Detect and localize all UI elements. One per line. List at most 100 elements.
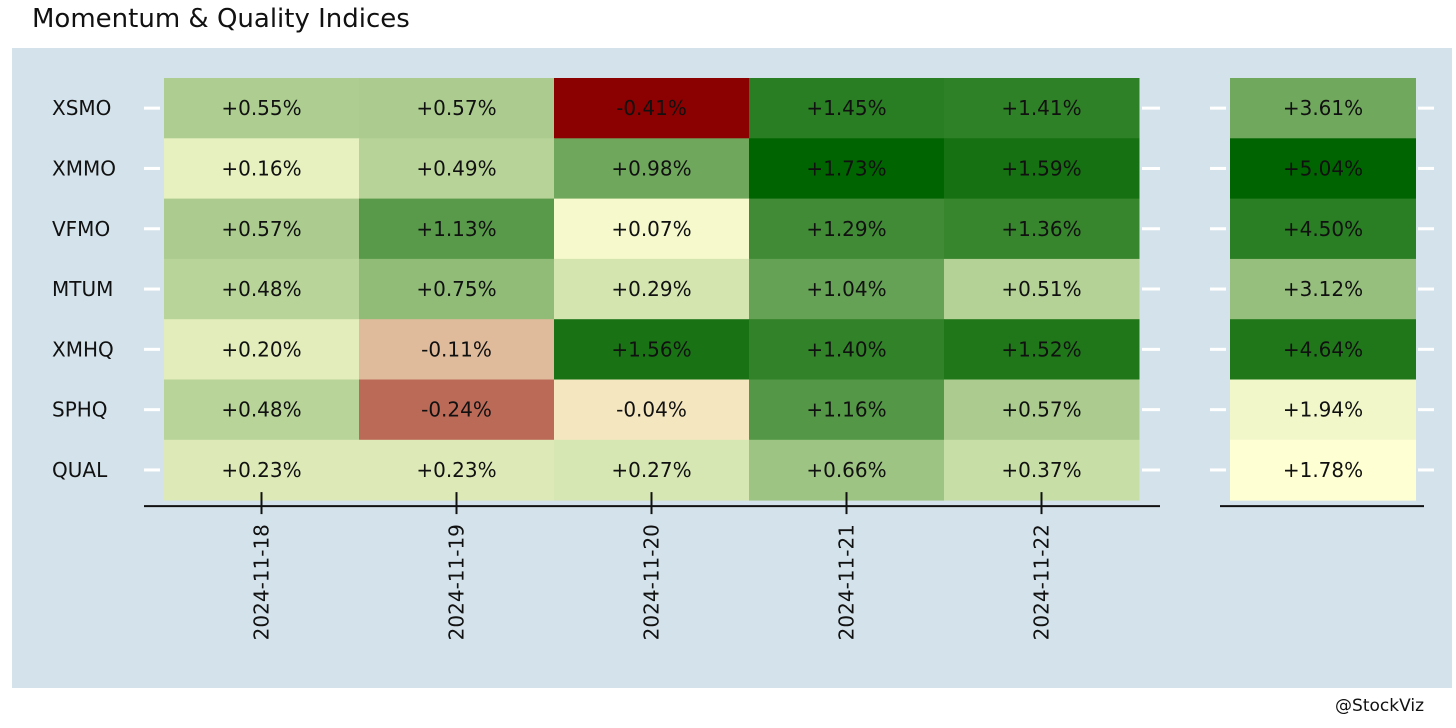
cell-label: +1.29% (806, 217, 886, 241)
row-label: XMHQ (52, 337, 114, 361)
cell-label: +1.59% (1001, 156, 1081, 180)
heatmap-cell (944, 198, 1140, 260)
total-label: +4.50% (1283, 217, 1363, 241)
heatmap-cell (749, 258, 945, 320)
heatmap-cell (749, 439, 945, 501)
cell-label: +0.57% (416, 96, 496, 120)
cell-label: +0.98% (611, 156, 691, 180)
cell-label: +0.49% (416, 156, 496, 180)
heatmap-cell (164, 379, 360, 441)
cell-label: +1.16% (806, 398, 886, 422)
heatmap-cell (554, 319, 750, 380)
heatmap-cell (164, 319, 360, 380)
heatmap-cell (749, 138, 945, 200)
cell-label: +1.41% (1001, 96, 1081, 120)
cell-label: +1.52% (1001, 337, 1081, 361)
heatmap-cell (944, 138, 1140, 200)
cell-label: +0.48% (221, 398, 301, 422)
total-label: +5.04% (1283, 156, 1363, 180)
row-label: MTUM (52, 277, 113, 301)
total-cell (1230, 198, 1416, 260)
cell-label: +0.29% (611, 277, 691, 301)
cell-label: +0.20% (221, 337, 301, 361)
total-label: +4.64% (1283, 337, 1363, 361)
row-label: QUAL (52, 458, 108, 482)
cell-label: -0.11% (421, 337, 492, 361)
cell-label: +1.73% (806, 156, 886, 180)
total-label: +3.61% (1283, 96, 1363, 120)
heatmap-cell (554, 439, 750, 501)
cell-label: +0.07% (611, 217, 691, 241)
cell-label: +1.04% (806, 277, 886, 301)
cell-label: +0.57% (221, 217, 301, 241)
cell-label: +0.51% (1001, 277, 1081, 301)
heatmap-cell (359, 379, 555, 441)
heatmap-cell (944, 439, 1140, 501)
x-tick-label: 2024-11-20 (640, 524, 664, 640)
cell-label: +0.23% (221, 458, 301, 482)
total-label: +1.78% (1283, 458, 1363, 482)
cell-label: +0.75% (416, 277, 496, 301)
cell-label: +0.48% (221, 277, 301, 301)
row-label: VFMO (52, 217, 110, 241)
x-tick-label: 2024-11-19 (445, 524, 469, 640)
total-cell (1230, 439, 1416, 501)
cell-label: -0.04% (616, 398, 687, 422)
row-label: SPHQ (52, 398, 108, 422)
cell-label: +1.45% (806, 96, 886, 120)
heatmap-cell (554, 78, 750, 139)
heatmap-cell (164, 439, 360, 501)
cell-label: +0.57% (1001, 398, 1081, 422)
heatmap-cell (554, 138, 750, 200)
cell-label: -0.24% (421, 398, 492, 422)
cell-label: +0.37% (1001, 458, 1081, 482)
heatmap-chart: +0.55% +0.57% -0.41% +1.45% +1.41% +0.16% +0.4… (12, 48, 1452, 688)
heatmap-svg: +0.55% +0.57% -0.41% +1.45% +1.41% +0.16% +0.4… (12, 48, 1452, 688)
total-label: +1.94% (1283, 398, 1363, 422)
heatmap-cell (554, 258, 750, 320)
heatmap-cell (164, 138, 360, 200)
heatmap-cell (164, 258, 360, 320)
x-tick-label: 2024-11-22 (1030, 524, 1054, 640)
heatmap-cell (359, 198, 555, 260)
heatmap-cell (554, 198, 750, 260)
cell-label: +1.13% (416, 217, 496, 241)
heatmap-cell (749, 379, 945, 441)
heatmap-cell (359, 78, 555, 139)
heatmap-cell (944, 319, 1140, 380)
x-tick-label: 2024-11-21 (835, 524, 859, 640)
heatmap-cell (359, 258, 555, 320)
total-cell (1230, 319, 1416, 380)
cell-label: +0.23% (416, 458, 496, 482)
heatmap-cell (359, 319, 555, 380)
heatmap-cell (164, 78, 360, 139)
total-cell (1230, 379, 1416, 441)
row-label: XSMO (52, 96, 111, 120)
row-label: XMMO (52, 156, 116, 180)
cell-label: +0.16% (221, 156, 301, 180)
heatmap-cell (944, 379, 1140, 441)
total-cell (1230, 78, 1416, 139)
cell-label: -0.41% (616, 96, 687, 120)
heatmap-cell (749, 78, 945, 139)
chart-title: Momentum & Quality Indices (32, 4, 410, 34)
x-tick-label: 2024-11-18 (250, 524, 274, 640)
cell-label: +0.55% (221, 96, 301, 120)
cell-label: +1.56% (611, 337, 691, 361)
cell-label: +1.36% (1001, 217, 1081, 241)
heatmap-cell (359, 138, 555, 200)
cell-label: +1.40% (806, 337, 886, 361)
heatmap-cell (554, 379, 750, 441)
heatmap-cell (749, 319, 945, 380)
total-cell (1230, 138, 1416, 200)
cell-label: +0.27% (611, 458, 691, 482)
total-label: +3.12% (1283, 277, 1363, 301)
heatmap-cell (359, 439, 555, 501)
heatmap-cell (944, 78, 1140, 139)
heatmap-cell (944, 258, 1140, 320)
total-cell (1230, 258, 1416, 320)
cell-label: +0.66% (806, 458, 886, 482)
heatmap-cell (164, 198, 360, 260)
credit-label: @StockViz (1335, 696, 1424, 716)
heatmap-cell (749, 198, 945, 260)
